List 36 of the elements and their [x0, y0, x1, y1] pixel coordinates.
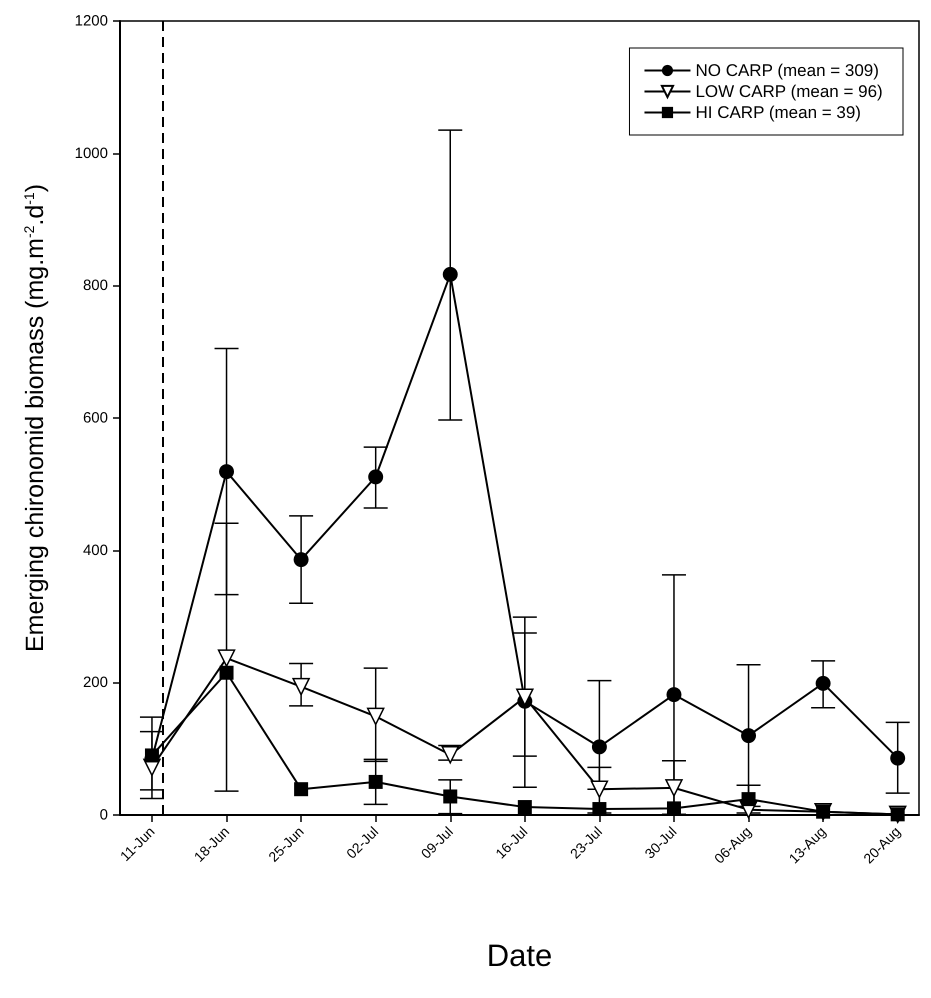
legend-label: LOW CARP (mean = 96): [695, 82, 883, 101]
legend-label: HI CARP (mean = 39): [695, 103, 861, 122]
point: [294, 552, 309, 568]
point: [666, 687, 682, 702]
y-tick-label: 0: [100, 806, 108, 824]
point: [741, 728, 756, 744]
point: [590, 780, 608, 798]
point: [219, 464, 234, 480]
point: [442, 266, 458, 282]
point: [518, 800, 532, 814]
point: [592, 802, 606, 816]
point: [890, 750, 906, 766]
point: [218, 649, 236, 667]
y-tick-label: 400: [82, 542, 108, 559]
y-tick-label: 1200: [74, 12, 108, 30]
point: [816, 676, 831, 691]
legend-label: NO CARP (mean = 309): [695, 61, 879, 80]
point: [443, 789, 458, 804]
point: [292, 678, 310, 696]
point: [442, 746, 460, 764]
point: [592, 739, 607, 754]
point: [665, 779, 683, 797]
y-tick-label: 800: [82, 277, 108, 294]
y-tick-label: 1000: [74, 144, 108, 162]
x-axis-title: Date: [486, 938, 552, 973]
point: [220, 666, 234, 680]
y-tick-label: 200: [82, 674, 108, 692]
point: [368, 774, 383, 789]
y-axis-title: Emerging chironomid biomass (mg.m-2.d-1): [21, 184, 49, 652]
point: [366, 708, 384, 726]
point: [294, 782, 308, 796]
point: [368, 469, 384, 484]
point: [144, 748, 159, 762]
point: [742, 792, 756, 806]
point: [666, 801, 681, 816]
y-tick-label: 600: [82, 410, 108, 426]
